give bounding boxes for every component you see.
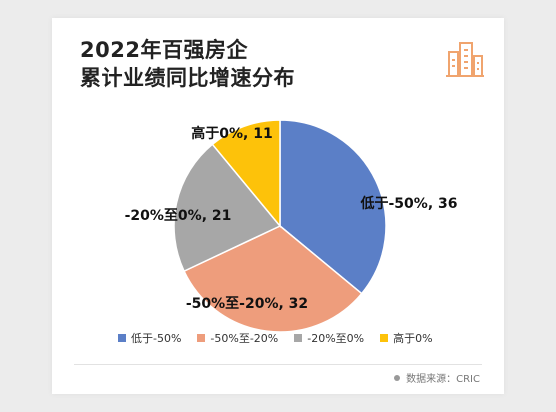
pie-slice-4 [211,119,281,229]
pie-slice-3 [173,143,282,273]
legend-label-1: 低于-50% [131,332,182,345]
source-text: 数据来源：CRIC [406,374,480,385]
pie-slice-1 [279,119,387,295]
footer-divider [74,364,482,365]
slice-label-4: 高于0%, 11 [191,125,272,142]
chart-title-line-2: 累计业绩同比增速分布 [80,66,295,90]
buildings-icon [446,42,484,77]
legend-label-3: -20%至0% [307,332,365,345]
legend-item-2: -50%至-20% [197,330,278,346]
legend-label-2: -50%至-20% [210,332,279,345]
source-note: 数据来源：CRIC [394,370,480,385]
slice-label-2: -50%至-20%, 32 [186,296,308,312]
pie-chart: 低于-50%, 36 -50%至-20%, 32 -20%至0%, 21 高于0%, … [125,119,458,333]
chart-legend: 低于-50% -50%至-20% -20%至0% 高于0% [118,330,433,346]
legend-item-3: -20%至0% [294,330,364,346]
legend-swatch-3 [294,334,303,342]
legend-swatch-4 [380,334,389,342]
chart-card: 2022年百强房企 累计业绩同比增速分布 低于-50%, 36 -50%至-20%… [52,18,504,394]
pie-slice-2 [183,225,363,333]
legend-label-4: 高于0% [393,332,433,345]
slice-label-3: -20%至0%, 21 [125,208,232,224]
slice-label-1: 低于-50%, 36 [360,195,458,212]
legend-swatch-1 [118,334,126,342]
source-bullet-icon [394,374,401,381]
chart-title: 2022年百强房企 累计业绩同比增速分布 [80,36,295,92]
legend-swatch-2 [197,334,206,342]
chart-title-line-1: 2022年百强房企 [80,38,248,62]
legend-item-1: 低于-50% [118,330,181,346]
legend-item-4: 高于0% [380,330,433,346]
